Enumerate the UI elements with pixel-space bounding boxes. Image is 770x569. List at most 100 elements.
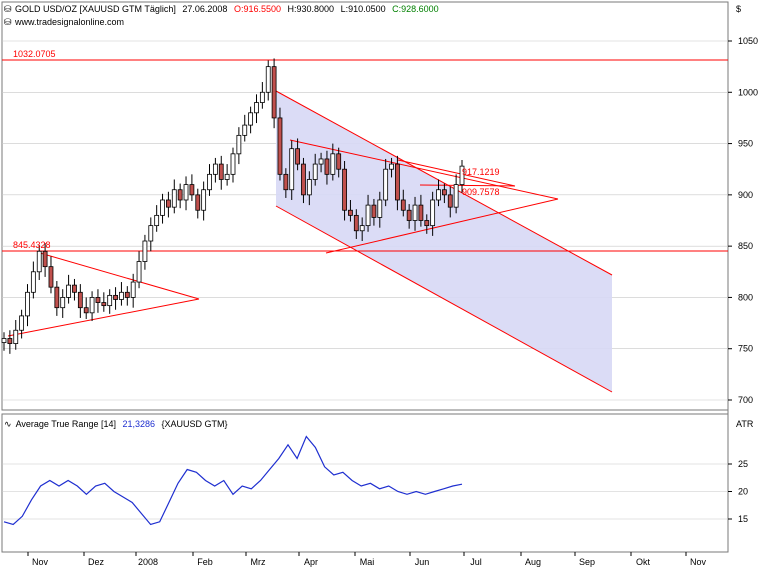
- candle-body: [189, 184, 195, 196]
- x-tick-label: Apr: [304, 557, 318, 567]
- candle-body: [265, 66, 271, 93]
- candle-body: [124, 291, 130, 298]
- candle-body: [418, 204, 424, 221]
- candle-body: [242, 124, 248, 136]
- candle-body: [400, 199, 406, 211]
- currency-label: $: [736, 4, 741, 14]
- price-tick-label: 1050: [738, 36, 758, 46]
- candle-body: [25, 291, 30, 317]
- chart-header-icon: ⛁: [4, 4, 12, 14]
- candle-body: [371, 204, 377, 218]
- atr-axis-label: ATR: [736, 419, 754, 429]
- atr-icon: ∿: [4, 419, 12, 429]
- candle-body: [177, 189, 183, 201]
- candle-body: [83, 307, 89, 314]
- x-tick-label: 2008: [138, 557, 158, 567]
- candle-body: [459, 165, 465, 186]
- candle-body: [324, 158, 330, 175]
- candle-body: [7, 338, 13, 344]
- x-tick-label: Jul: [470, 557, 482, 567]
- candle-body: [218, 163, 224, 180]
- candle-body: [160, 199, 165, 216]
- source-icon: ⛁: [4, 17, 12, 27]
- price-tick-label: 1000: [738, 87, 758, 97]
- atr-tick-label: 20: [738, 487, 748, 497]
- price-y-axis-ticks: 700 750 800 850 900 950 1000 1050: [728, 36, 758, 405]
- candle-body: [318, 158, 324, 165]
- candle-body: [42, 250, 48, 268]
- header-open: O:916.5500: [234, 4, 281, 14]
- candle-body: [13, 329, 19, 344]
- atr-symbol: {XAUUSD GTM}: [162, 419, 228, 429]
- candle-body: [395, 163, 400, 201]
- candle-body: [330, 153, 336, 175]
- candle-body: [430, 199, 436, 227]
- price-tick-label: 950: [738, 139, 753, 149]
- candle-body: [412, 204, 418, 221]
- candle-body: [436, 189, 441, 201]
- channel-lower-line: [275, 205, 613, 393]
- triangle-right-lower-line: [325, 198, 559, 254]
- x-tick-label: Feb: [197, 557, 213, 567]
- x-tick-label: Mrz: [251, 557, 266, 567]
- triangle-left-lower-line: [7, 298, 200, 337]
- candle-body: [306, 179, 312, 196]
- x-tick-label: Dez: [88, 557, 105, 567]
- wedge-upper-line: [397, 159, 516, 187]
- candle-body: [77, 291, 83, 309]
- candle-body: [342, 168, 347, 211]
- candle-body: [19, 315, 25, 331]
- line-label-917: 917.1219: [462, 167, 500, 177]
- candle-body: [259, 91, 265, 103]
- candle-body: [301, 163, 306, 196]
- candle-body: [72, 284, 77, 293]
- candle-body: [113, 294, 118, 300]
- atr-series-line: [3, 435, 463, 526]
- candle-body: [142, 240, 148, 262]
- candle-body: [148, 225, 154, 242]
- candlestick-series: [1, 58, 465, 354]
- candle-body: [230, 153, 236, 175]
- candle-body: [277, 117, 283, 175]
- candle-body: [201, 189, 207, 211]
- source-url: www.tradesignalonline.com: [14, 17, 124, 27]
- atr-y-axis-ticks: 15 20 25: [728, 459, 748, 524]
- candle-body: [195, 194, 201, 211]
- candle-body: [348, 209, 353, 216]
- wedge-lower-line: [419, 184, 516, 187]
- x-tick-label: Okt: [636, 557, 651, 567]
- descending-channel-fill: [276, 91, 612, 392]
- line-label-909: 909.7578: [462, 187, 500, 197]
- x-tick-label: Mai: [360, 557, 375, 567]
- header-high: H:930.8000: [288, 4, 335, 14]
- candle-body: [295, 148, 300, 165]
- candle-body: [130, 281, 136, 298]
- candle-body: [89, 297, 95, 314]
- atr-header: ∿ Average True Range [14] 21,3286 {XAUUS…: [4, 419, 228, 429]
- candle-body: [447, 194, 453, 208]
- atr-gridlines: [2, 463, 728, 520]
- x-tick-label: Jun: [415, 557, 430, 567]
- instrument-name: GOLD USD/OZ [XAUUSD GTM Täglich]: [15, 4, 176, 14]
- atr-panel-frame: [1, 413, 729, 553]
- candle-body: [107, 294, 113, 307]
- candle-body: [183, 184, 189, 201]
- candle-body: [312, 163, 318, 180]
- header-date: 27.06.2008: [182, 4, 227, 14]
- price-tick-label: 850: [738, 241, 753, 251]
- candle-body: [236, 134, 242, 155]
- candle-body: [365, 204, 371, 227]
- candle-body: [389, 163, 394, 170]
- candle-body: [212, 163, 218, 175]
- candle-body: [453, 184, 459, 208]
- candle-body: [383, 168, 389, 201]
- triangle-left-upper-line: [39, 252, 200, 300]
- candle-body: [289, 148, 295, 191]
- x-tick-label: Nov: [690, 557, 707, 567]
- price-tick-label: 900: [738, 190, 753, 200]
- candle-body: [54, 286, 60, 309]
- price-tick-label: 750: [738, 344, 753, 354]
- candle-body: [359, 225, 365, 232]
- price-tick-label: 800: [738, 292, 753, 302]
